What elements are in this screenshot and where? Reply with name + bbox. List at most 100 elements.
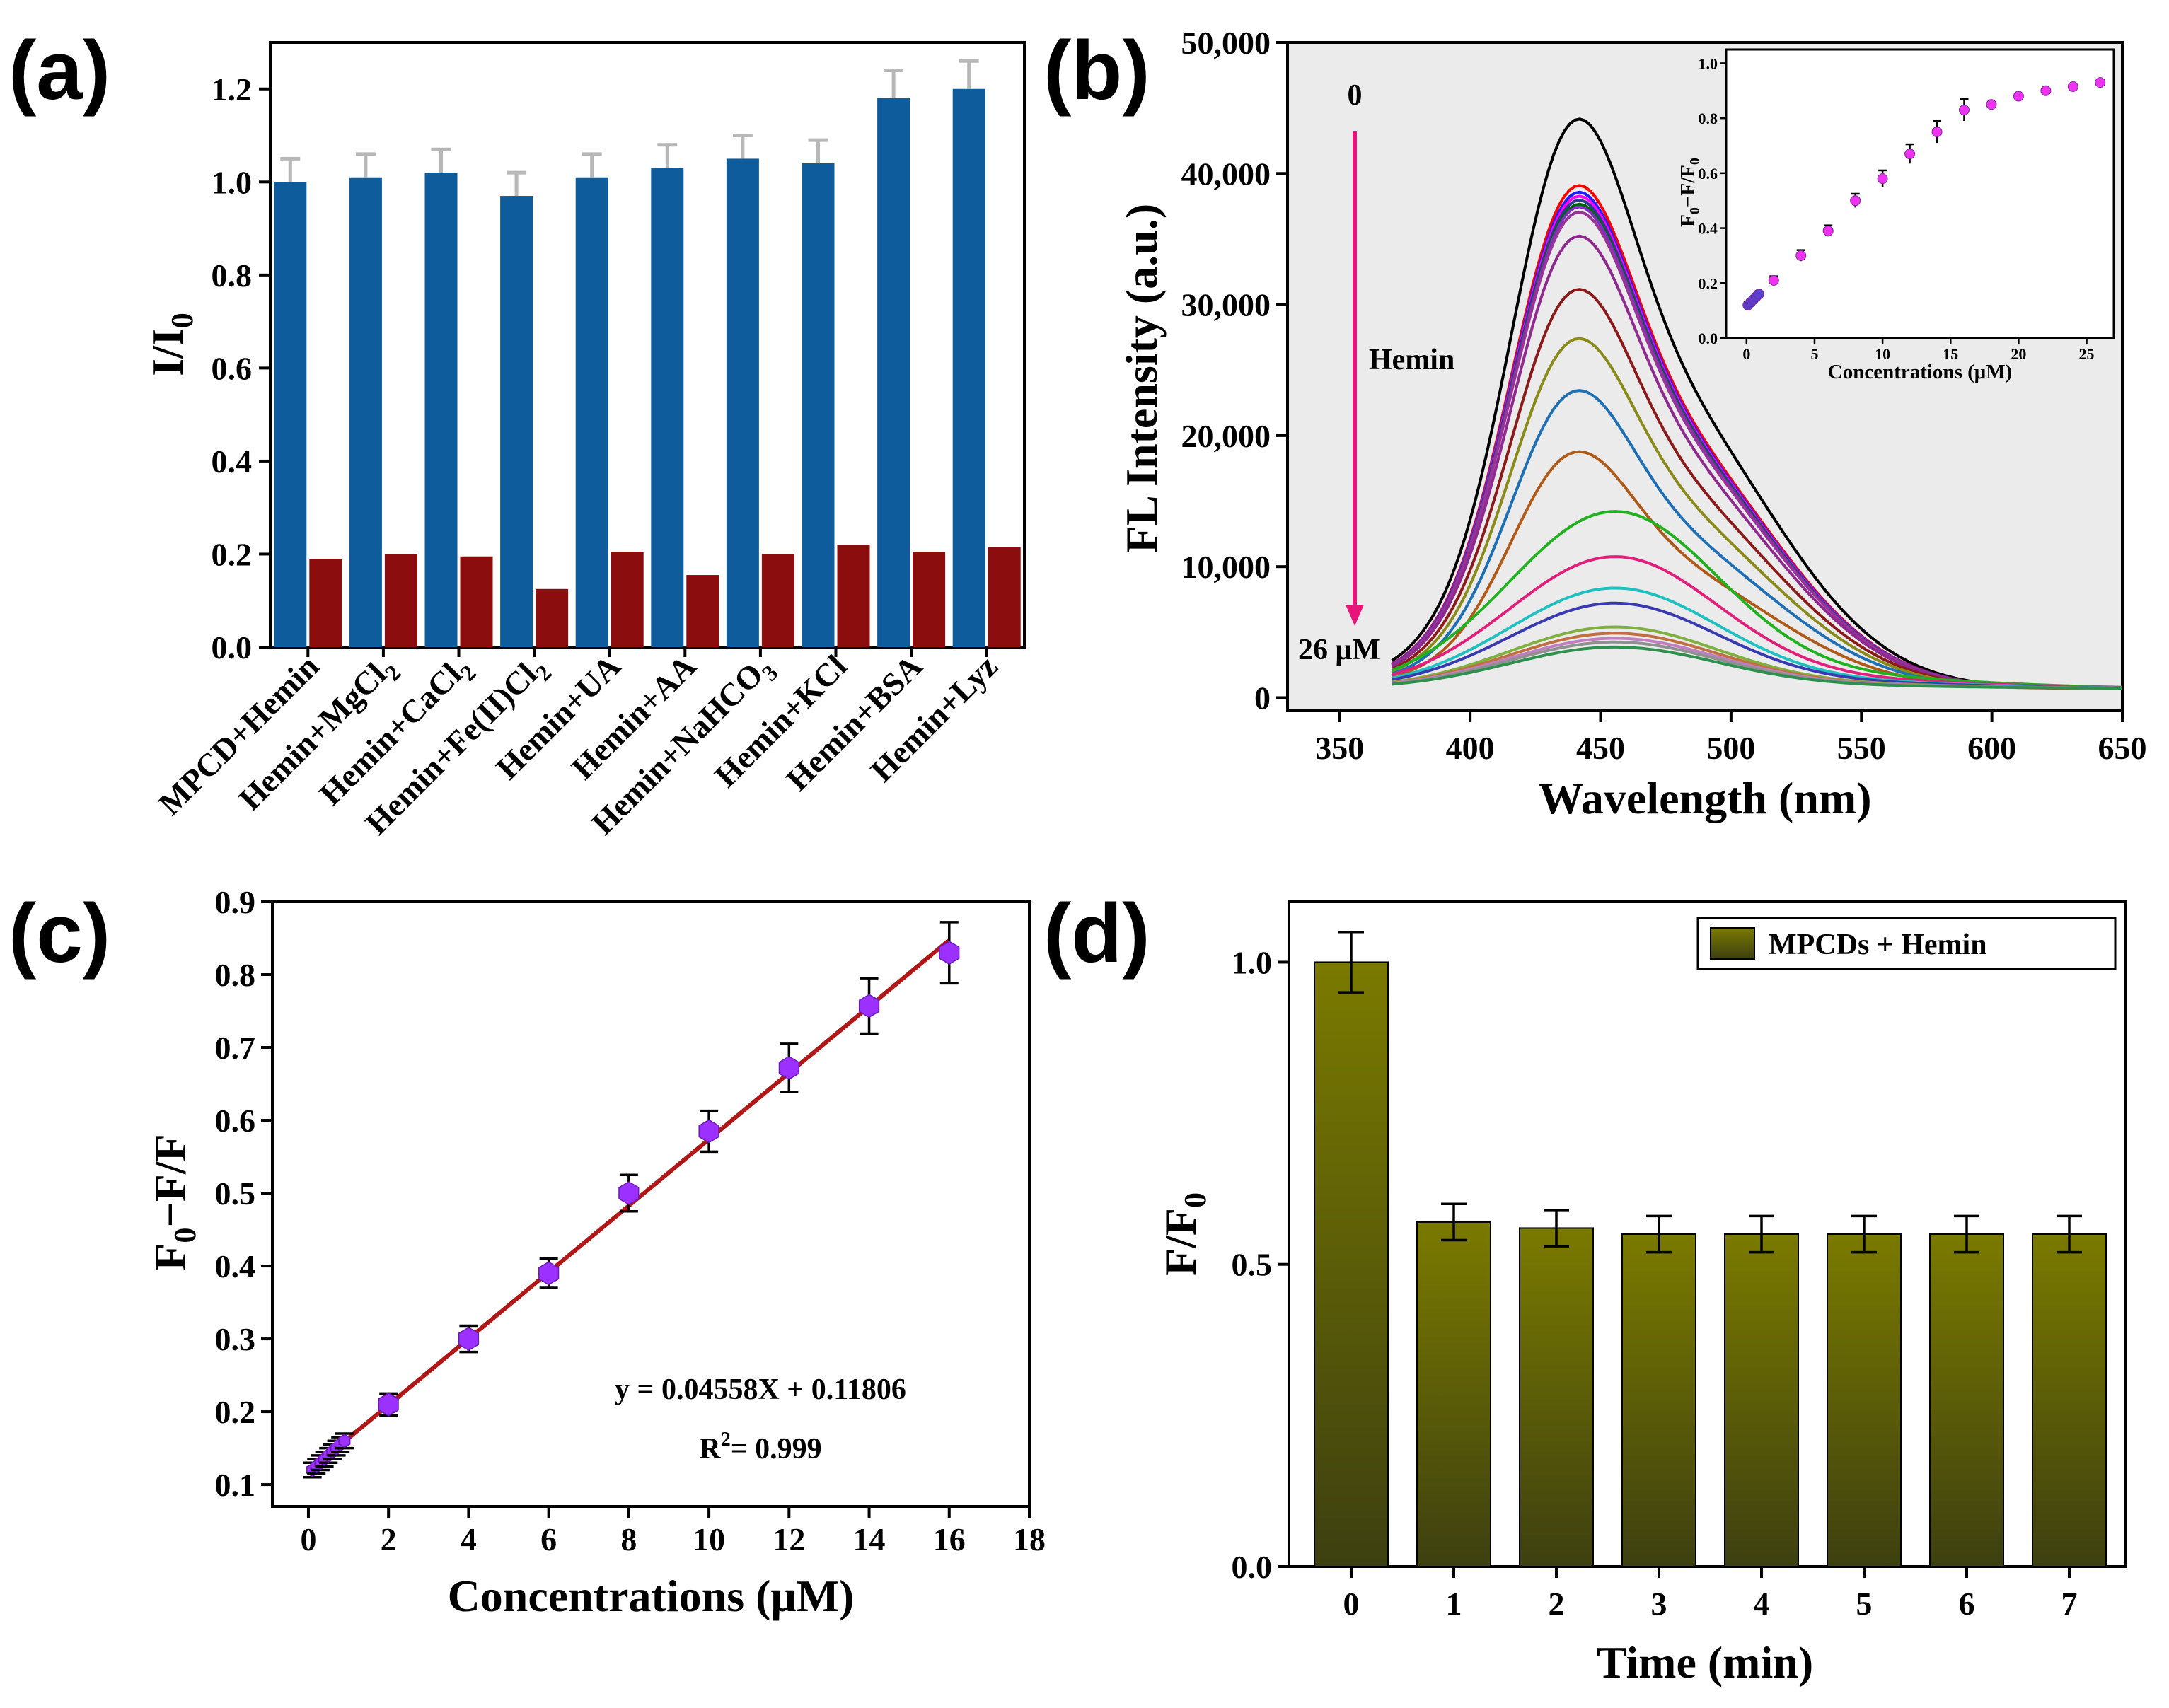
x-tick-label: 600 <box>1967 730 2016 766</box>
inset-frame <box>1725 48 2115 339</box>
time-bar <box>2032 1233 2107 1567</box>
panel-c-xlabel: Concentrations (μM) <box>448 1571 855 1621</box>
bar-hemin <box>460 556 493 647</box>
bar-hemin <box>913 552 946 647</box>
data-point <box>698 1119 719 1144</box>
inset-point <box>1958 104 1970 115</box>
x-tick-label: 18 <box>1013 1521 1046 1557</box>
panel-label-a: (a) <box>8 24 110 117</box>
inset-y-tick-label: 0.2 <box>1699 274 1718 292</box>
x-tick-label: 4 <box>1754 1586 1770 1622</box>
x-tick-label: 350 <box>1315 730 1364 766</box>
y-tick-label: 40,000 <box>1181 156 1271 192</box>
inset-point <box>2067 81 2078 92</box>
y-tick-label: 0.6 <box>212 350 253 386</box>
spectrum-line <box>1392 645 2122 690</box>
arrow-head <box>1346 605 1364 626</box>
y-tick-label: 0.8 <box>212 257 253 294</box>
inset-x-tick-label: 10 <box>1875 345 1890 363</box>
x-tick-label: 14 <box>853 1521 886 1557</box>
inset-point <box>1795 250 1807 261</box>
x-tick-label: 3 <box>1651 1586 1667 1622</box>
bar-hemin <box>988 547 1021 647</box>
bar-hemin <box>686 575 719 647</box>
panel-d-ylabel: F/F0 <box>1155 1192 1213 1276</box>
panel-d-chart: 0.0 0.5 1.0 0 1 2 3 4 5 6 7 MPCDs + Hemin Time (mi… <box>1155 900 2127 1687</box>
time-bar <box>1929 1233 2004 1567</box>
x-tick-label: 6 <box>540 1521 557 1557</box>
time-bar <box>1314 961 1389 1568</box>
bar-blank <box>726 158 759 647</box>
panel-a-frame <box>269 41 1026 649</box>
x-tick-label: 0 <box>1343 1586 1360 1622</box>
time-bar <box>1416 1221 1491 1567</box>
panel-c-chart: 0 2 4 6 8 10 12 14 16 18 0.1 0.2 0.3 0.4 0.5 0.6 0.7 0.8 0… <box>145 884 1046 1621</box>
panel-d-legend: MPCDs + Hemin <box>1696 917 2117 970</box>
panel-b-chart: 350 400 450 500 550 600 650010,00020,00030,000… <box>1116 25 2147 823</box>
data-point <box>778 1056 799 1080</box>
panel-c-ylabel: F0−F/F <box>145 1134 202 1271</box>
y-tick-label: 0.9 <box>215 884 256 920</box>
inset-point <box>2040 85 2052 96</box>
bar-blank <box>651 168 684 648</box>
inset-point <box>2013 91 2024 102</box>
inset-x-tick-label: 0 <box>1742 345 1750 363</box>
y-tick-label: 0.2 <box>212 536 253 572</box>
inset-x-tick-label: 20 <box>2011 345 2026 363</box>
bar-blank <box>349 177 382 647</box>
time-bar <box>1827 1233 1902 1567</box>
data-point <box>538 1261 560 1286</box>
x-tick-label: 650 <box>2098 730 2147 766</box>
x-tick-label: 12 <box>773 1521 805 1557</box>
bar-blank <box>424 173 458 648</box>
panel-label-d: (d) <box>1043 887 1150 980</box>
bar-hemin <box>384 554 417 647</box>
x-tick-label: 10 <box>693 1521 725 1557</box>
inset-y-tick-label: 0.8 <box>1699 110 1718 127</box>
x-tick-label: 550 <box>1837 730 1886 766</box>
inset-point <box>1753 289 1764 300</box>
panel-b-ylabel: FL Intensity (a.u.) <box>1116 204 1167 553</box>
time-bar <box>1621 1233 1696 1567</box>
inset-y-tick-label: 0.6 <box>1699 165 1718 182</box>
panel-b-inset: 0 5 10 15 20 25 0.0 0.2 0.4 0.6 0.8 1.0 Concentrati… <box>1677 48 2115 383</box>
fit-r2: R2= 0.999 <box>699 1429 821 1465</box>
x-tick-label: 7 <box>2061 1586 2078 1622</box>
panel-b-xlabel: Wavelength (nm) <box>1538 773 1871 823</box>
x-tick-label: 8 <box>620 1521 637 1557</box>
x-tick-label: 400 <box>1446 730 1495 766</box>
bar-blank <box>575 177 608 647</box>
time-bar <box>1519 1227 1594 1568</box>
y-tick-label: 20,000 <box>1181 418 1271 454</box>
y-tick-label: 1.0 <box>1232 944 1273 980</box>
bar-blank <box>500 196 533 647</box>
bar-hemin <box>837 545 870 647</box>
x-tick-label: 5 <box>1856 1586 1873 1622</box>
y-tick-label: 0.4 <box>212 443 253 480</box>
inset-point <box>1877 173 1888 185</box>
x-tick-label: 500 <box>1706 730 1755 766</box>
inset-point <box>2095 77 2106 88</box>
bar-hemin <box>761 554 794 647</box>
x-tick-label: 450 <box>1576 730 1625 766</box>
annot-hemin: Hemin <box>1369 344 1454 376</box>
legend-box <box>1696 917 2117 970</box>
inset-point <box>1768 274 1779 286</box>
inset-y-tick-label: 0.4 <box>1699 220 1718 238</box>
bar-blank <box>877 98 910 647</box>
inset-x-tick-label: 15 <box>1943 345 1958 363</box>
x-tick-label: 4 <box>461 1521 477 1557</box>
fit-equation: y = 0.04558X + 0.11806 <box>615 1373 906 1406</box>
data-point <box>378 1392 399 1417</box>
y-tick-label: 0.0 <box>212 629 253 666</box>
panel-label-c: (c) <box>8 887 110 980</box>
bar-hemin <box>536 588 569 647</box>
bar-blank <box>952 88 985 648</box>
data-point <box>458 1327 480 1351</box>
inset-point <box>1904 149 1916 160</box>
y-tick-label: 0.5 <box>215 1175 256 1212</box>
y-tick-label: 0.7 <box>215 1030 256 1066</box>
y-tick-label: 0.6 <box>215 1103 256 1139</box>
bar-hemin <box>309 559 342 647</box>
